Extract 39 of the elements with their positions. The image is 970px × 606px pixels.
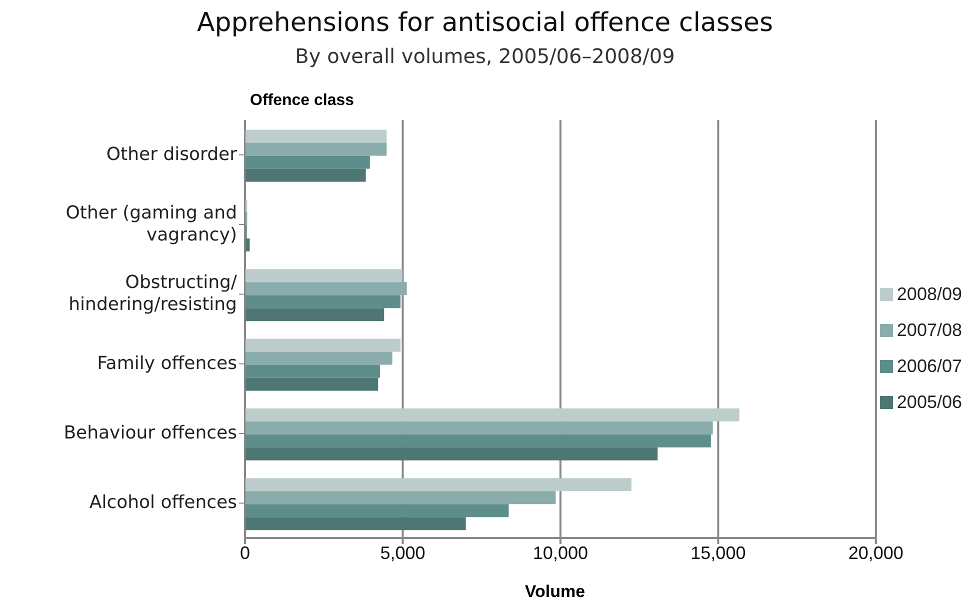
bar bbox=[245, 364, 380, 378]
bar bbox=[245, 168, 366, 182]
bar bbox=[245, 352, 392, 365]
x-tick-label: 10,000 bbox=[532, 542, 588, 563]
y-tick-label: Family offences bbox=[97, 352, 237, 374]
bar bbox=[245, 491, 556, 504]
bar bbox=[245, 408, 740, 422]
x-tick-label: 0 bbox=[240, 542, 250, 563]
legend-label: 2006/07 bbox=[896, 355, 962, 378]
x-axis-title: Volume bbox=[524, 582, 586, 602]
bar bbox=[245, 308, 384, 322]
y-tick-label: Behaviour offences bbox=[64, 422, 237, 444]
bar bbox=[245, 517, 466, 530]
legend-label: 2005/06 bbox=[896, 391, 962, 414]
y-axis-title: Offence class bbox=[250, 92, 354, 110]
bar bbox=[245, 421, 713, 434]
legend-label: 2008/09 bbox=[896, 283, 962, 306]
bar bbox=[245, 338, 401, 352]
bar bbox=[245, 282, 407, 296]
y-tick-label: Obstructing/hindering/resisting bbox=[68, 272, 238, 316]
bar bbox=[245, 130, 387, 143]
bar bbox=[245, 447, 658, 460]
x-tick-label: 15,000 bbox=[690, 542, 746, 563]
x-tick-label: 20,000 bbox=[848, 542, 904, 563]
x-tick-label: 5,000 bbox=[380, 542, 426, 563]
y-tick-label: Other disorder bbox=[106, 144, 238, 165]
legend-label: 2007/08 bbox=[896, 319, 962, 342]
bar bbox=[245, 504, 509, 518]
bar bbox=[245, 156, 370, 169]
bar bbox=[245, 269, 402, 282]
y-tick-label: Other (gaming and vagrancy) bbox=[66, 202, 237, 246]
bar bbox=[245, 434, 711, 448]
bar bbox=[245, 295, 401, 308]
chart-title: Apprehensions for antisocial offence classes bbox=[196, 8, 774, 38]
y-tick-label: Alcohol offences bbox=[89, 492, 237, 514]
bar bbox=[245, 142, 387, 156]
chart-subtitle: By overall volumes, 2005/06–2008/09 bbox=[294, 44, 676, 68]
bar bbox=[245, 378, 378, 391]
bar bbox=[245, 478, 632, 492]
